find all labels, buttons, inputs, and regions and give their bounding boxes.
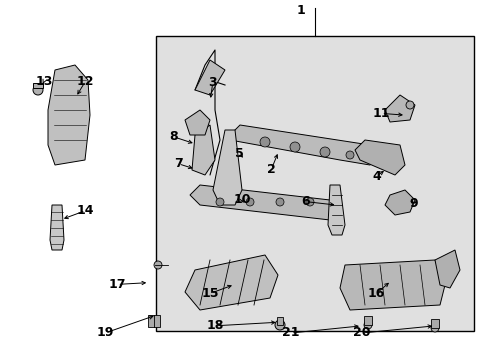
- Text: 19: 19: [96, 327, 114, 339]
- Bar: [363, 316, 371, 325]
- Polygon shape: [229, 125, 379, 165]
- Text: 5: 5: [235, 147, 244, 159]
- Circle shape: [289, 142, 299, 152]
- Circle shape: [154, 261, 162, 269]
- Circle shape: [274, 320, 285, 330]
- Circle shape: [245, 198, 253, 206]
- Text: 20: 20: [352, 327, 370, 339]
- Circle shape: [363, 321, 371, 329]
- Text: 1: 1: [296, 4, 305, 17]
- Polygon shape: [384, 190, 414, 215]
- Circle shape: [260, 137, 269, 147]
- Polygon shape: [50, 205, 64, 250]
- Bar: [276, 317, 283, 325]
- Circle shape: [430, 324, 438, 332]
- Polygon shape: [434, 250, 459, 288]
- Bar: [430, 319, 438, 328]
- Text: 15: 15: [201, 287, 219, 300]
- Polygon shape: [190, 185, 339, 220]
- Text: 18: 18: [206, 319, 224, 332]
- Text: 12: 12: [77, 75, 94, 87]
- Circle shape: [405, 101, 413, 109]
- Text: 7: 7: [174, 157, 183, 170]
- Text: 11: 11: [372, 107, 389, 120]
- Text: 13: 13: [35, 75, 53, 87]
- Circle shape: [216, 198, 224, 206]
- Text: 14: 14: [77, 204, 94, 217]
- Polygon shape: [192, 125, 215, 175]
- Circle shape: [346, 151, 353, 159]
- Text: 2: 2: [266, 163, 275, 176]
- Polygon shape: [213, 130, 242, 205]
- Bar: [33, 83, 43, 88]
- Polygon shape: [327, 185, 345, 235]
- Polygon shape: [195, 60, 224, 95]
- Circle shape: [305, 198, 313, 206]
- Circle shape: [275, 198, 284, 206]
- Text: 10: 10: [233, 193, 250, 206]
- Bar: [148, 315, 160, 327]
- Bar: [156, 36, 473, 331]
- Circle shape: [319, 147, 329, 157]
- Text: 4: 4: [371, 170, 380, 183]
- Text: 16: 16: [367, 287, 385, 300]
- Polygon shape: [48, 65, 90, 165]
- Polygon shape: [339, 260, 444, 310]
- Circle shape: [33, 85, 43, 95]
- Text: 8: 8: [169, 130, 178, 143]
- Text: 17: 17: [108, 278, 126, 291]
- Polygon shape: [184, 110, 209, 135]
- Text: 9: 9: [408, 197, 417, 210]
- Text: 3: 3: [208, 76, 217, 89]
- Text: 21: 21: [282, 327, 299, 339]
- Polygon shape: [384, 95, 414, 122]
- Polygon shape: [184, 255, 278, 310]
- Polygon shape: [354, 140, 404, 175]
- Text: 6: 6: [301, 195, 309, 208]
